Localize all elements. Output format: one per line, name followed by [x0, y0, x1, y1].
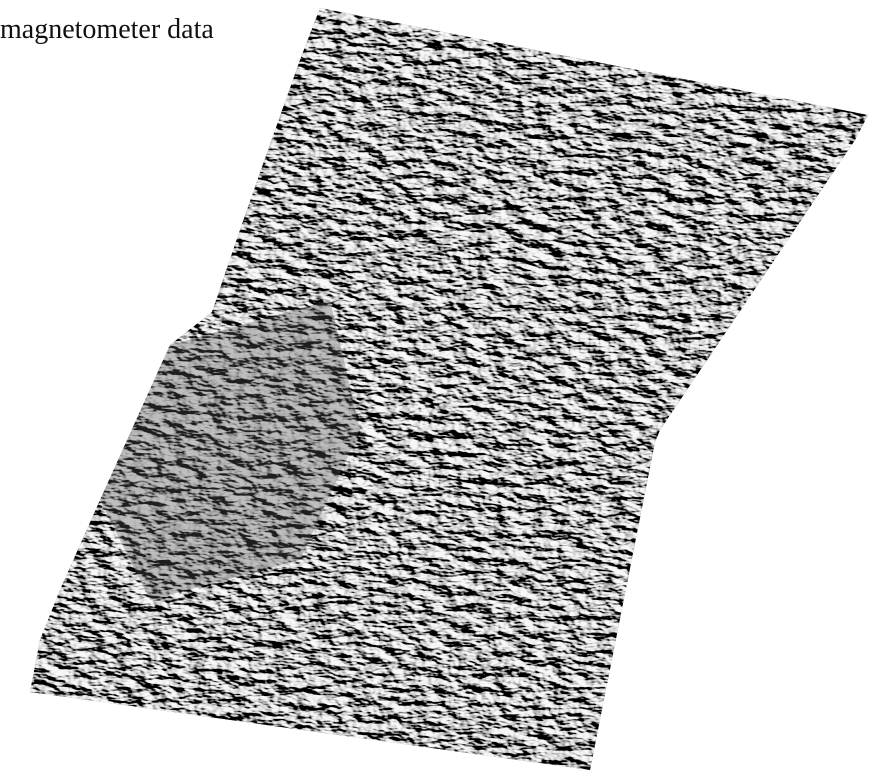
caption: magnetometer data	[0, 14, 214, 46]
page: magnetometer data (() => { const data = …	[0, 0, 881, 776]
survey-area	[0, 0, 881, 776]
magnetometer-map	[0, 0, 881, 776]
relief-texture	[0, 0, 881, 776]
